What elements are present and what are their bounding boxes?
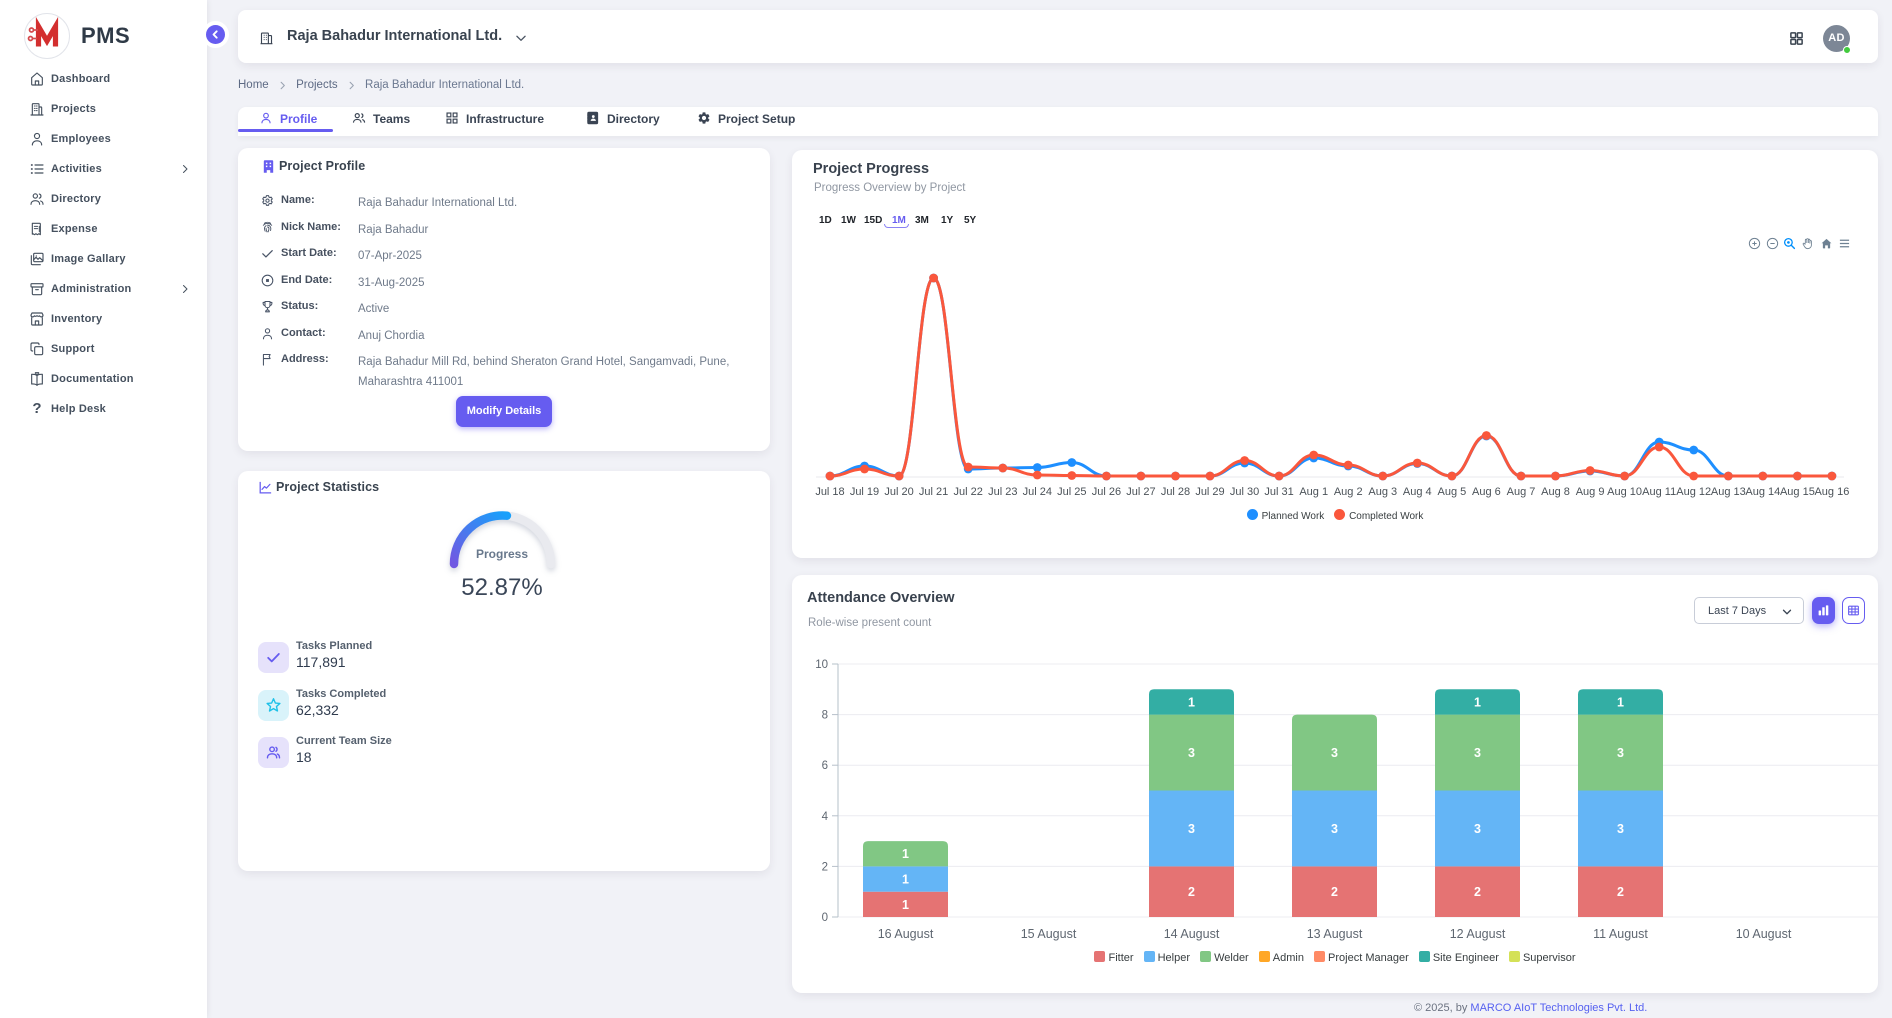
svg-text:1: 1 xyxy=(1474,695,1481,709)
svg-text:3: 3 xyxy=(1617,746,1624,760)
svg-text:Aug 8: Aug 8 xyxy=(1541,486,1570,498)
svg-text:16 August: 16 August xyxy=(878,927,934,941)
svg-text:6: 6 xyxy=(822,760,828,772)
svg-text:3: 3 xyxy=(1474,822,1481,836)
svg-text:Aug 11: Aug 11 xyxy=(1642,486,1676,498)
svg-text:Aug 7: Aug 7 xyxy=(1507,486,1536,498)
svg-text:Jul 28: Jul 28 xyxy=(1161,486,1190,498)
svg-text:Aug 4: Aug 4 xyxy=(1403,486,1432,498)
svg-text:3: 3 xyxy=(1474,746,1481,760)
svg-text:Aug 15: Aug 15 xyxy=(1780,486,1815,498)
svg-text:Aug 6: Aug 6 xyxy=(1472,486,1501,498)
svg-text:Jul 30: Jul 30 xyxy=(1230,486,1259,498)
svg-text:Aug 2: Aug 2 xyxy=(1334,486,1363,498)
svg-text:11 August: 11 August xyxy=(1593,927,1648,941)
svg-text:Aug 12: Aug 12 xyxy=(1676,486,1711,498)
svg-text:Jul 23: Jul 23 xyxy=(988,486,1017,498)
svg-text:1: 1 xyxy=(1188,695,1195,709)
svg-text:Jul 29: Jul 29 xyxy=(1195,486,1224,498)
svg-text:Aug 5: Aug 5 xyxy=(1438,486,1467,498)
svg-text:Jul 20: Jul 20 xyxy=(884,486,913,498)
svg-text:13 August: 13 August xyxy=(1307,927,1363,941)
svg-text:2: 2 xyxy=(822,861,828,873)
svg-text:8: 8 xyxy=(822,710,828,722)
svg-text:Aug 1: Aug 1 xyxy=(1299,486,1328,498)
svg-text:10 August: 10 August xyxy=(1736,927,1792,941)
svg-text:Aug 13: Aug 13 xyxy=(1711,486,1746,498)
svg-text:2: 2 xyxy=(1188,885,1195,899)
svg-text:Jul 21: Jul 21 xyxy=(919,486,948,498)
svg-text:12 August: 12 August xyxy=(1450,927,1506,941)
svg-text:10: 10 xyxy=(815,659,828,671)
svg-text:Jul 26: Jul 26 xyxy=(1092,486,1121,498)
svg-text:Aug 14: Aug 14 xyxy=(1745,486,1780,498)
svg-text:2: 2 xyxy=(1331,885,1338,899)
svg-text:14 August: 14 August xyxy=(1164,927,1220,941)
svg-text:15 August: 15 August xyxy=(1021,927,1077,941)
svg-text:Aug 9: Aug 9 xyxy=(1576,486,1605,498)
svg-text:2: 2 xyxy=(1617,885,1624,899)
svg-text:3: 3 xyxy=(1188,822,1195,836)
svg-text:2: 2 xyxy=(1474,885,1481,899)
svg-text:Jul 31: Jul 31 xyxy=(1264,486,1293,498)
svg-text:3: 3 xyxy=(1188,746,1195,760)
svg-text:4: 4 xyxy=(822,811,829,823)
svg-text:Aug 10: Aug 10 xyxy=(1607,486,1642,498)
svg-text:Aug 16: Aug 16 xyxy=(1814,486,1849,498)
svg-text:1: 1 xyxy=(1617,695,1624,709)
svg-text:Aug 3: Aug 3 xyxy=(1368,486,1397,498)
svg-text:Jul 25: Jul 25 xyxy=(1057,486,1086,498)
svg-text:Jul 24: Jul 24 xyxy=(1023,486,1052,498)
svg-text:1: 1 xyxy=(902,898,909,912)
svg-text:Jul 22: Jul 22 xyxy=(954,486,983,498)
svg-text:3: 3 xyxy=(1331,746,1338,760)
svg-text:Jul 19: Jul 19 xyxy=(850,486,879,498)
svg-text:Jul 27: Jul 27 xyxy=(1126,486,1155,498)
svg-text:1: 1 xyxy=(902,873,909,887)
svg-text:3: 3 xyxy=(1331,822,1338,836)
svg-text:3: 3 xyxy=(1617,822,1624,836)
svg-text:Jul 18: Jul 18 xyxy=(815,486,844,498)
svg-text:0: 0 xyxy=(822,912,828,924)
svg-text:1: 1 xyxy=(902,847,909,861)
